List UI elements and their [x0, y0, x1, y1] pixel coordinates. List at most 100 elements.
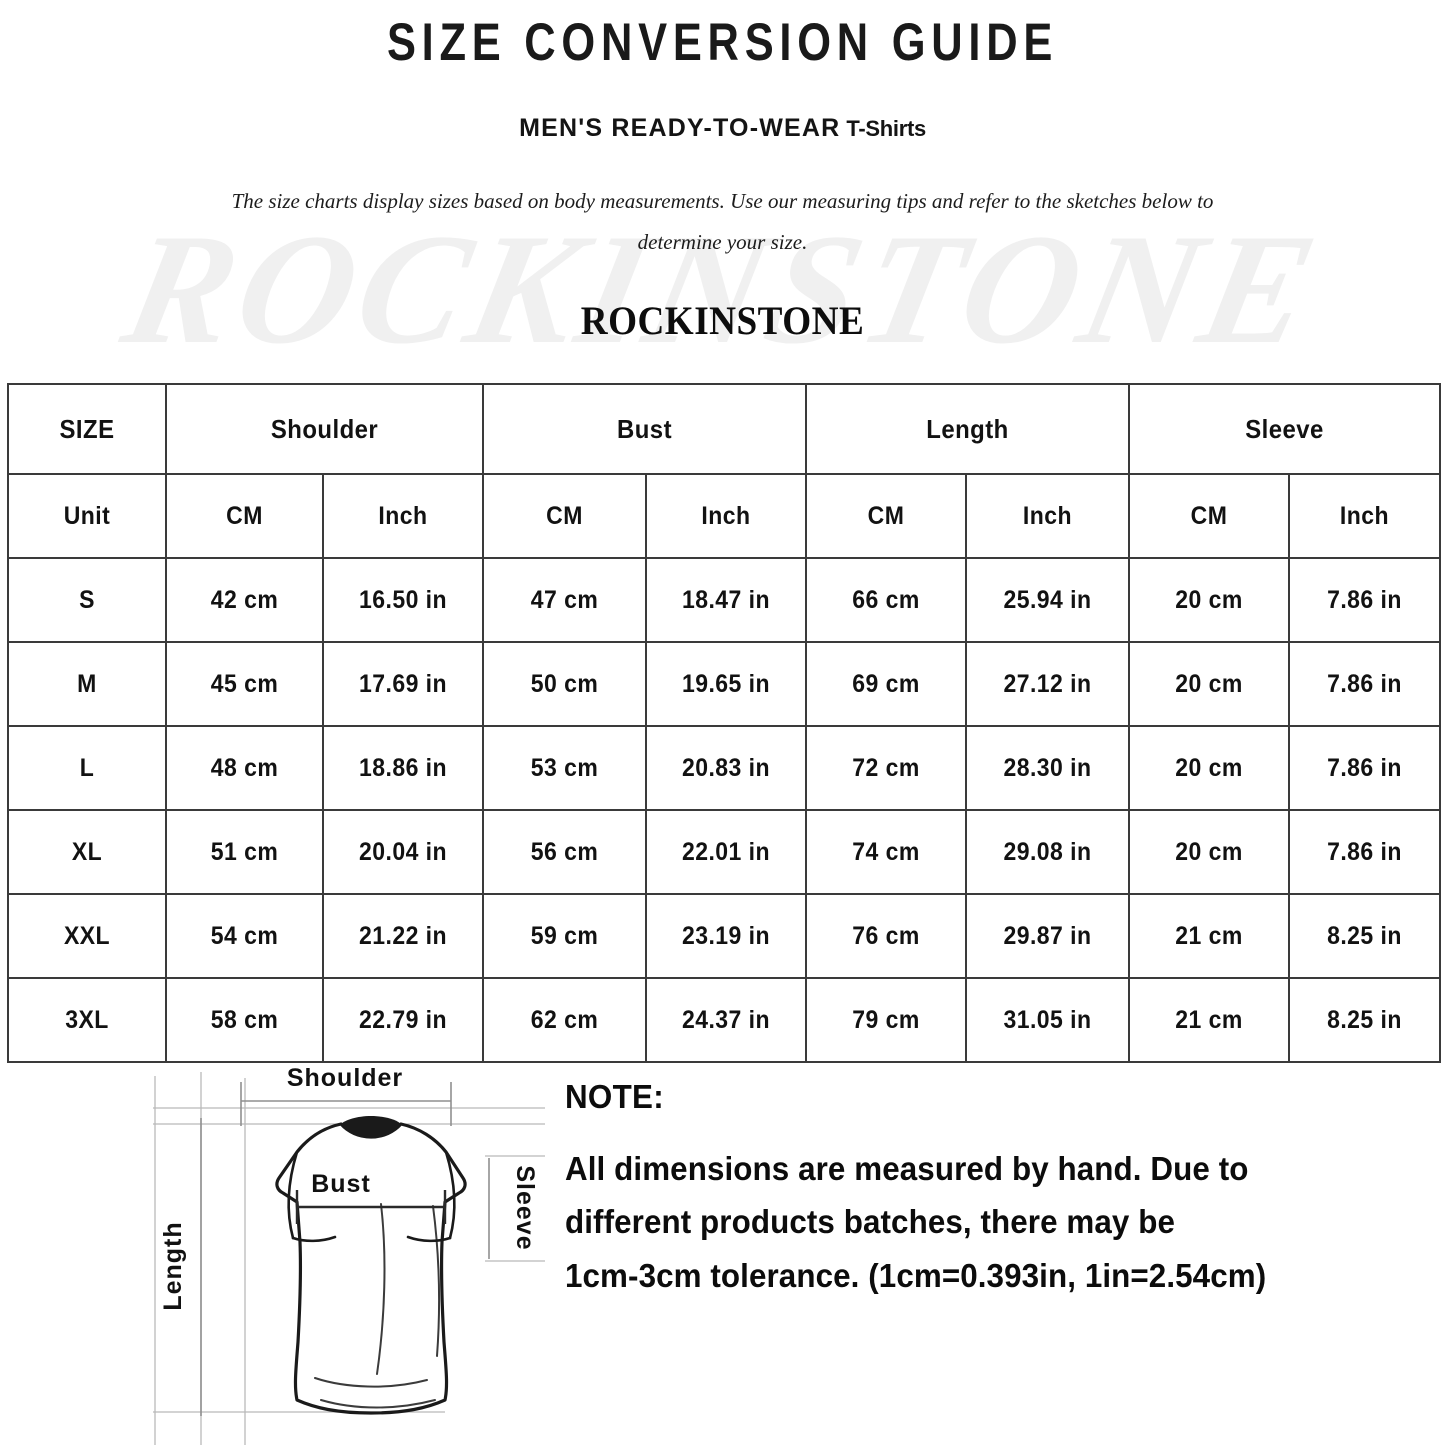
cell-sleeve-inch: 7.86 in: [1288, 557, 1442, 643]
cell-shoulder-cm: 42 cm: [165, 557, 324, 643]
cell-bust-cm: 62 cm: [482, 977, 648, 1063]
cell-bust-inch: 24.37 in: [645, 977, 808, 1063]
cell-shoulder-cm: 51 cm: [165, 809, 324, 895]
note-line-2: different products batches, there may be: [565, 1203, 1176, 1241]
cell-shoulder-cm: 58 cm: [165, 977, 324, 1063]
cell-bust-inch: 20.83 in: [645, 725, 808, 811]
fabric-folds: [314, 1203, 441, 1409]
subtitle: MEN'S READY-TO-WEAR T-Shirts: [0, 116, 1445, 141]
header: SIZE CONVERSION GUIDE MEN'S READY-TO-WEA…: [0, 0, 1445, 344]
cell-bust-cm: 59 cm: [482, 893, 648, 979]
tshirt-measurement-diagram: Shoulder Bust Length Sleeve: [153, 1064, 545, 1445]
cell-length-cm: 79 cm: [805, 977, 968, 1063]
cell-bust-inch: 19.65 in: [645, 641, 808, 727]
cell-bust-cm: 53 cm: [482, 725, 648, 811]
note-block: NOTE: All dimensions are measured by han…: [565, 1078, 1395, 1302]
unit-cell-sleeve-cm: CM: [1128, 473, 1291, 559]
tshirt-outline: [275, 1122, 467, 1415]
shoulder-dimension-line: [240, 1082, 452, 1126]
cell-bust-inch: 18.47 in: [645, 557, 808, 643]
table-row: XXL 54 cm 21.22 in 59 cm 23.19 in 76 cm …: [7, 893, 1442, 979]
page-title: SIZE CONVERSION GUIDE: [386, 13, 1059, 72]
cell-bust-cm: 50 cm: [482, 641, 648, 727]
table-row: S 42 cm 16.50 in 47 cm 18.47 in 66 cm 25…: [7, 557, 1442, 643]
cell-sleeve-inch: 7.86 in: [1288, 725, 1442, 811]
diagram-label-length: Length: [159, 1221, 187, 1310]
cell-sleeve-inch: 7.86 in: [1288, 809, 1442, 895]
cell-bust-inch: 22.01 in: [645, 809, 808, 895]
cell-sleeve-inch: 8.25 in: [1288, 893, 1442, 979]
cell-length-inch: 29.08 in: [965, 809, 1131, 895]
cell-bust-inch: 23.19 in: [645, 893, 808, 979]
collar: [341, 1116, 401, 1138]
unit-cell-sleeve-inch: Inch: [1288, 473, 1442, 559]
cell-sleeve-inch: 7.86 in: [1288, 641, 1442, 727]
note-line-1: All dimensions are measured by hand. Due…: [565, 1150, 1249, 1187]
size-table-container: SIZE Shoulder Bust Length Sleeve Unit CM…: [7, 383, 1442, 1063]
sleeve-seams: [287, 1150, 456, 1243]
cell-length-inch: 31.05 in: [965, 977, 1131, 1063]
cell-shoulder-inch: 22.79 in: [321, 977, 485, 1063]
header-cell-bust: Bust: [482, 383, 808, 475]
cell-shoulder-cm: 54 cm: [165, 893, 324, 979]
subtitle-category: MEN'S READY-TO-WEAR: [519, 114, 841, 143]
cell-size: 3XL: [7, 977, 167, 1063]
cell-length-cm: 72 cm: [805, 725, 968, 811]
cell-bust-cm: 47 cm: [482, 557, 648, 643]
cell-length-inch: 25.94 in: [965, 557, 1131, 643]
unit-cell-label: Unit: [7, 473, 167, 559]
cell-size: M: [7, 641, 167, 727]
note-title: NOTE:: [565, 1078, 664, 1115]
description-text: The size charts display sizes based on b…: [231, 189, 1214, 255]
unit-cell-bust-cm: CM: [482, 473, 648, 559]
bust-dimension-line: [295, 1190, 447, 1224]
cell-sleeve-cm: 20 cm: [1128, 641, 1291, 727]
bottom-section: Shoulder Bust Length Sleeve NOTE: All di…: [0, 1048, 1445, 1445]
cell-length-cm: 74 cm: [805, 809, 968, 895]
cell-bust-cm: 56 cm: [482, 809, 648, 895]
cell-sleeve-cm: 20 cm: [1128, 557, 1291, 643]
table-row: L 48 cm 18.86 in 53 cm 20.83 in 72 cm 28…: [7, 725, 1442, 811]
unit-cell-shoulder-inch: Inch: [321, 473, 485, 559]
cell-length-inch: 27.12 in: [965, 641, 1131, 727]
cell-shoulder-inch: 20.04 in: [321, 809, 485, 895]
cell-shoulder-inch: 18.86 in: [321, 725, 485, 811]
diagram-label-shoulder: Shoulder: [287, 1064, 403, 1092]
unit-cell-length-inch: Inch: [965, 473, 1131, 559]
header-cell-size: SIZE: [7, 383, 167, 475]
cell-sleeve-cm: 20 cm: [1128, 809, 1291, 895]
cell-shoulder-inch: 16.50 in: [321, 557, 485, 643]
table-row: 3XL 58 cm 22.79 in 62 cm 24.37 in 79 cm …: [7, 977, 1442, 1063]
cell-length-inch: 28.30 in: [965, 725, 1131, 811]
table-row: M 45 cm 17.69 in 50 cm 19.65 in 69 cm 27…: [7, 641, 1442, 727]
unit-cell-bust-inch: Inch: [645, 473, 808, 559]
table-row: XL 51 cm 20.04 in 56 cm 22.01 in 74 cm 2…: [7, 809, 1442, 895]
diagram-label-sleeve: Sleeve: [511, 1165, 539, 1250]
cell-sleeve-cm: 21 cm: [1128, 977, 1291, 1063]
note-line-3: 1cm-3cm tolerance. (1cm=0.393in, 1in=2.5…: [565, 1256, 1267, 1294]
cell-sleeve-cm: 20 cm: [1128, 725, 1291, 811]
diagram-label-bust: Bust: [311, 1170, 371, 1198]
cell-length-cm: 69 cm: [805, 641, 968, 727]
header-cell-shoulder: Shoulder: [164, 383, 485, 475]
cell-length-cm: 66 cm: [805, 557, 968, 643]
cell-length-cm: 76 cm: [805, 893, 968, 979]
cell-sleeve-inch: 8.25 in: [1288, 977, 1442, 1063]
table-group-header-row: SIZE Shoulder Bust Length Sleeve: [7, 383, 1442, 475]
header-cell-length: Length: [805, 383, 1131, 475]
cell-sleeve-cm: 21 cm: [1128, 893, 1291, 979]
unit-cell-shoulder-cm: CM: [165, 473, 324, 559]
cell-size: XL: [7, 809, 167, 895]
cell-length-inch: 29.87 in: [965, 893, 1131, 979]
size-conversion-table: SIZE Shoulder Bust Length Sleeve Unit CM…: [7, 383, 1442, 1063]
brand-name: ROCKINSTONE: [580, 298, 865, 344]
subtitle-product: T-Shirts: [846, 116, 926, 142]
cell-shoulder-inch: 17.69 in: [321, 641, 485, 727]
unit-cell-length-cm: CM: [805, 473, 968, 559]
header-cell-sleeve: Sleeve: [1128, 383, 1442, 475]
cell-shoulder-cm: 48 cm: [165, 725, 324, 811]
cell-size: XXL: [7, 893, 167, 979]
cell-shoulder-inch: 21.22 in: [321, 893, 485, 979]
cell-shoulder-cm: 45 cm: [165, 641, 324, 727]
cell-size: S: [7, 557, 167, 643]
